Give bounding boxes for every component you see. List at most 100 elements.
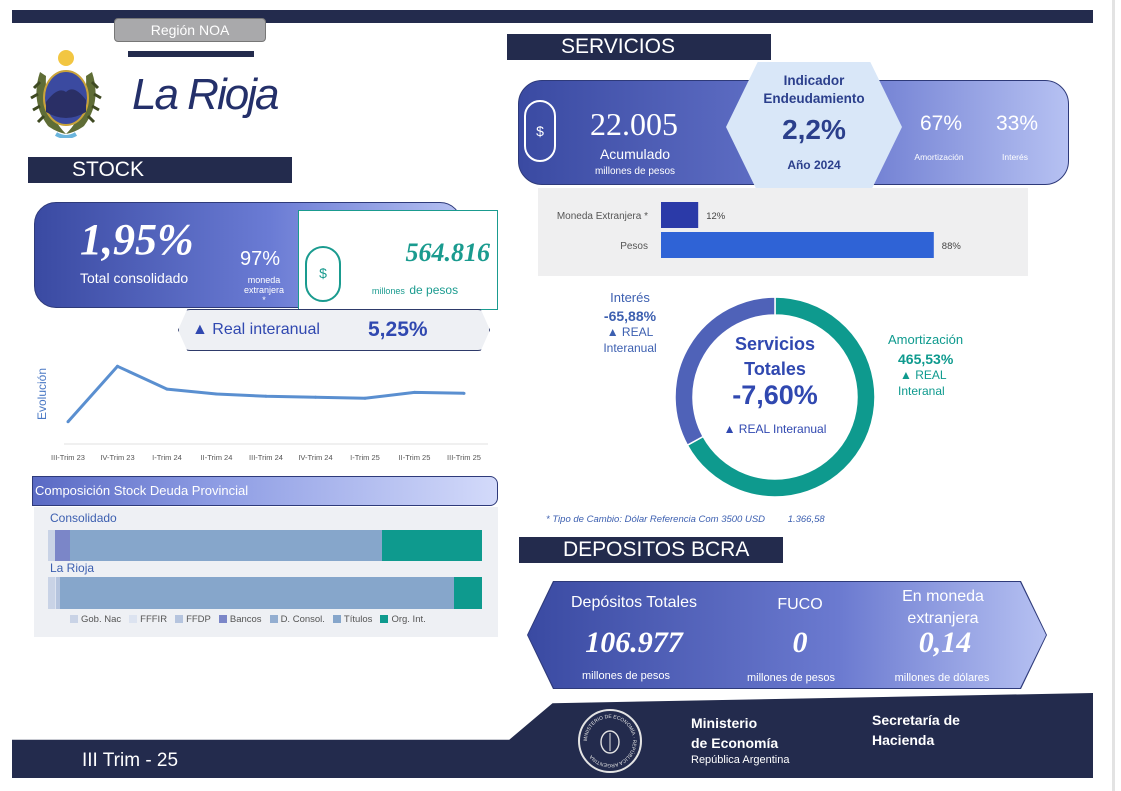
composition-segment [69, 530, 383, 561]
evolution-series-line [66, 364, 465, 423]
legend-swatch [129, 615, 138, 624]
composition-panel [34, 507, 498, 637]
donut-value: -7,60% [732, 380, 818, 410]
fuco-unit: millones de pesos [746, 672, 836, 684]
indicator-year: Año 2024 [787, 158, 841, 172]
dollar-icon: $ [524, 100, 556, 162]
servicios-amount: 22.005 [590, 106, 678, 142]
legend-swatch [380, 615, 389, 624]
stock-real-label: ▲ Real interanual [192, 321, 320, 338]
composition-segment [54, 530, 70, 561]
evolution-tick-label: I-Trim 25 [350, 453, 380, 462]
evolution-tick-label: IV-Trim 23 [100, 453, 134, 462]
evolution-tick-label: II-Trim 24 [201, 453, 233, 462]
depositos-total-unit: millones de pesos [581, 670, 671, 682]
depositos-box [528, 582, 1046, 688]
legend-swatch [175, 615, 184, 624]
evolution-tick-label: III-Trim 25 [447, 453, 481, 462]
legend-label: Títulos [343, 614, 373, 625]
stock-total-pct: 1,95% [80, 215, 194, 264]
servicios-amount-label: Acumulado [599, 146, 671, 162]
fuco-title: FUCO [777, 596, 823, 613]
composition-bar-la-rioja [48, 577, 482, 609]
composition-segment [54, 577, 56, 609]
indicator-title: Indicador Endeudamiento [763, 73, 865, 106]
region-underline [128, 51, 254, 57]
secretariat-name: Secretaría de Hacienda [872, 712, 960, 748]
interest-label: Interés [1002, 152, 1028, 162]
legend-swatch [218, 615, 227, 624]
composition-row-la-rioja: La Rioja [50, 561, 95, 575]
stock-real-box [178, 309, 490, 351]
interest-pct: 33% [996, 112, 1039, 135]
interest-callout: Interés -65,88% ▲ REAL Interanual [603, 290, 657, 355]
evolution-ylabel: Evolución [35, 368, 49, 420]
evolution-chart: III-Trim 23 IV-Trim 23 I-Trim 24 II-Trim 24… [35, 364, 488, 462]
composition-legend: Gob. Nac FFFIR FFDP Bancos D. Consol. Títulos… [62, 614, 426, 625]
currency-bar [661, 232, 934, 258]
donut-slice [674, 296, 776, 447]
amortization-label: Amortización [914, 152, 964, 162]
composition-segment [55, 577, 61, 609]
currency-bar-chart: Moneda Extranjera * 12% Pesos 88% [557, 202, 962, 258]
currency-bar-category: Moneda Extranjera * [557, 211, 648, 222]
ministry-country: República Argentina [691, 754, 790, 766]
page-edge [1112, 0, 1115, 791]
stock-foreign-label: moneda extranjera * [244, 275, 285, 305]
composition-segment [60, 577, 454, 609]
donut-slice [686, 296, 876, 498]
foreign-deposits-value: 0,14 [918, 626, 972, 659]
amortization-callout: Amortización 465,53% ▲ REAL Interanal [888, 332, 964, 398]
legend-label: Gob. Nac [81, 614, 122, 625]
ministry-name: Ministerio de Economía [691, 715, 779, 751]
legend-swatch [332, 615, 341, 624]
legend-swatch [70, 615, 78, 624]
stock-amount-unit: millones de pesos [371, 283, 459, 297]
evolution-tick-label: II-Trim 25 [399, 453, 431, 462]
evolution-point [116, 364, 119, 368]
servicios-amount-unit: millones de pesos [594, 166, 676, 177]
amortization-pct: 67% [920, 112, 963, 135]
evolution-tick-label: I-Trim 24 [152, 453, 182, 462]
currency-bar-category: Pesos [620, 241, 648, 252]
foreign-deposits-unit: millones de dólares [894, 672, 990, 684]
evolution-point [215, 392, 218, 396]
composition-segment [453, 577, 482, 609]
composition-row-consolidado: Consolidado [50, 511, 117, 525]
top-bar [12, 10, 1093, 23]
donut-title: Servicios Totales [734, 334, 816, 379]
legend-label: Bancos [229, 614, 262, 625]
ministry-seal-icon: MINISTERIO DE ECONOMÍA · REPÚBLICA ARGEN… [578, 709, 642, 773]
dollar-icon: $ [305, 246, 341, 302]
exchange-rate-note: * Tipo de Cambio: Dólar Referencia Com 3… [546, 514, 825, 525]
composition-segment [48, 577, 55, 609]
currency-bar [661, 202, 699, 228]
currency-bar-value: 88% [942, 241, 962, 252]
stock-foreign-pct: 97% [240, 248, 281, 270]
evolution-tick-label: III-Trim 23 [51, 453, 85, 462]
report-period: III Trim - 25 [82, 750, 179, 771]
evolution-point [413, 390, 416, 394]
depositos-section-title: DEPOSITOS BCRA [519, 537, 783, 563]
stock-section-title: STOCK [28, 157, 292, 183]
fuco-value: 0 [792, 626, 808, 659]
legend-label: Org. Int. [391, 614, 426, 625]
composition-segment [48, 530, 55, 561]
indicator-hexagon [726, 62, 902, 192]
depositos-total-title: Depósitos Totales [571, 594, 697, 611]
province-name: La Rioja [132, 70, 279, 119]
evolution-point [165, 387, 169, 391]
servicios-donut-chart [674, 296, 876, 498]
evolution-point [264, 394, 268, 398]
stock-amount: 564.816 [405, 238, 491, 267]
evolution-tick-label: IV-Trim 24 [298, 453, 332, 462]
legend-label: FFDP [186, 614, 211, 625]
depositos-total-value: 106.977 [585, 626, 683, 659]
evolution-point [363, 396, 367, 400]
currency-bar-value: 12% [706, 211, 726, 222]
legend-swatch [269, 615, 278, 624]
foreign-deposits-title: En moneda extranjera [902, 588, 984, 627]
composition-segment [382, 530, 482, 561]
stock-total-label: Total consolidado [80, 270, 189, 286]
stock-real-value: 5,25% [368, 318, 428, 341]
